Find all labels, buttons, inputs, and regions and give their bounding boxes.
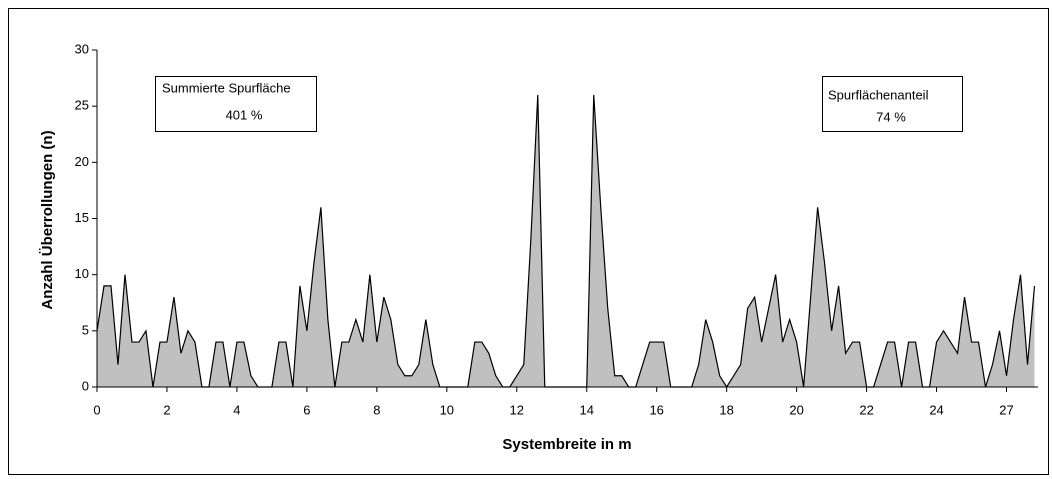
x-tick-label: 22 — [859, 402, 873, 417]
x-tick-label: 16 — [649, 402, 663, 417]
y-tick-label: 25 — [75, 98, 89, 113]
y-tick-label: 15 — [75, 210, 89, 225]
x-tick-label: 10 — [440, 402, 454, 417]
y-tick-label: 10 — [75, 266, 89, 281]
annotation-box — [155, 76, 317, 132]
x-tick-label: 18 — [719, 402, 733, 417]
annotation-title: Summierte Spurfläche — [162, 80, 291, 95]
x-tick-label: 2 — [163, 402, 170, 417]
x-tick-label: 27 — [999, 402, 1013, 417]
x-tick-label: 8 — [373, 402, 380, 417]
y-tick-label: 20 — [75, 154, 89, 169]
y-axis-title: Anzahl Überrollungen (n) — [39, 130, 56, 309]
y-tick-label: 30 — [75, 41, 89, 56]
x-tick-label: 6 — [303, 402, 310, 417]
area-fill — [97, 94, 1035, 388]
x-tick-label: 14 — [580, 402, 594, 417]
annotation-box — [822, 76, 963, 132]
annotation-value: 74 % — [876, 109, 906, 124]
x-tick-label: 12 — [510, 402, 524, 417]
x-tick-label: 0 — [93, 402, 100, 417]
y-tick-label: 0 — [82, 378, 89, 393]
annotation-value: 401 % — [226, 107, 263, 122]
chart-frame — [8, 8, 1049, 475]
annotation-title: Spurflächenanteil — [828, 87, 929, 102]
x-axis-title: Systembreite in m — [502, 436, 631, 453]
x-tick-label: 4 — [233, 402, 240, 417]
x-tick-label: 20 — [789, 402, 803, 417]
x-tick-label: 24 — [929, 402, 943, 417]
y-tick-label: 5 — [82, 322, 89, 337]
